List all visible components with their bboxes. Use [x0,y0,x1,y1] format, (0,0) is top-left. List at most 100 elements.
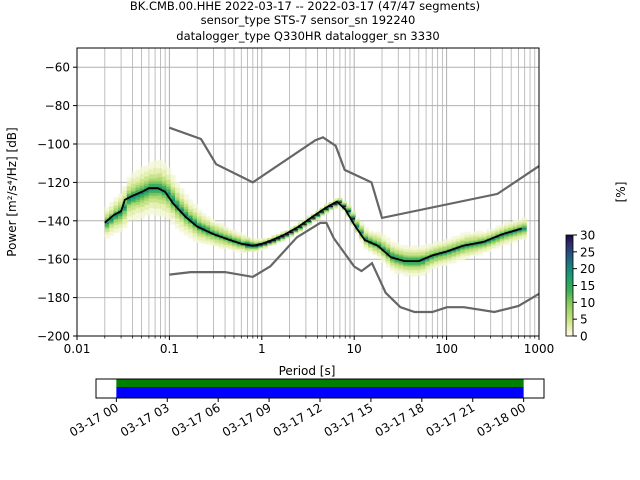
density-cell [210,239,216,242]
density-cell [175,192,180,195]
density-cell [223,246,229,249]
density-cell [170,182,176,185]
density-cell [118,202,123,205]
density-cell [381,242,387,245]
density-cell [157,202,163,205]
density-cell [495,233,501,236]
density-cell [333,202,338,205]
density-cell [315,217,321,220]
density-cell [403,274,409,277]
density-cell [192,221,198,224]
density-cell [433,260,439,263]
y-axis-label: Power [m²/s⁴/Hz] [dB] [5,127,19,256]
density-cell [407,251,413,255]
density-cell [429,252,435,255]
density-cell [170,215,176,219]
density-cell [179,191,185,194]
density-cell [183,207,189,210]
density-cell [403,251,409,254]
density-cell [276,237,281,240]
density-cell [394,243,400,246]
density-cell [236,250,242,253]
density-cell [240,251,246,254]
density-cell [109,232,115,235]
density-cell [126,214,132,217]
density-cell [385,238,391,241]
density-cell [403,270,409,273]
density-cell [438,242,444,245]
density-cell [201,239,207,242]
density-cell [109,203,115,206]
density-cell [118,200,123,203]
density-cell [350,219,356,222]
density-cell [381,259,387,262]
density-cell [135,214,141,217]
density-cell [333,199,338,202]
density-cell [126,179,132,182]
density-cell [113,208,119,211]
density-cell [153,173,159,176]
density-cell [324,210,330,213]
density-cell [161,178,167,181]
density-cell [473,231,479,234]
density-cell [460,256,466,260]
density-cell [469,248,475,251]
density-cell [381,239,387,242]
density-cell [262,239,268,242]
density-cell [218,246,224,250]
density-cell [170,213,176,216]
density-cell [438,260,444,263]
density-cell [425,251,431,254]
density-cell [315,216,321,219]
density-cell [157,203,163,207]
density-cell [153,210,159,213]
density-cell [109,211,115,214]
density-cell [109,230,115,234]
density-cell [214,241,220,244]
density-cell [144,165,150,168]
density-cell [429,259,435,262]
density-cell [179,209,185,212]
density-cell [477,252,483,256]
density-cell [425,266,431,269]
density-cell [170,221,176,224]
density-cell [398,267,404,270]
density-cell [201,226,207,229]
density-cell [517,236,523,239]
density-cell [306,223,312,226]
density-cell [346,205,352,208]
density-cell [153,172,159,175]
density-cell [210,230,216,233]
density-cell [144,170,150,173]
density-cell [104,217,110,220]
density-cell [473,236,479,239]
density-cell [425,248,431,252]
density-cell [153,168,159,171]
density-cell [179,193,185,196]
density-cell [118,206,123,209]
density-cell [201,223,207,226]
density-cell [104,221,110,224]
density-cell [205,225,211,228]
density-cell [232,232,238,235]
density-cell [429,260,435,263]
mean-psd-line [104,187,522,262]
density-cell [197,233,202,236]
density-cell [407,268,413,271]
density-cell [504,233,510,236]
density-cell [161,206,167,209]
density-cell [245,239,251,242]
density-cell [359,236,365,239]
density-cell [271,239,277,242]
density-cell [482,236,488,240]
density-cell [183,215,189,218]
density-cell [131,198,137,201]
density-cell [433,265,439,268]
density-cell [131,211,137,214]
density-cell [161,191,167,194]
density-cell [188,224,194,227]
density-cell [363,233,369,236]
timeline-tick-label: 03-17 09 [220,400,274,439]
density-cell [363,243,369,246]
density-cell [385,260,391,263]
